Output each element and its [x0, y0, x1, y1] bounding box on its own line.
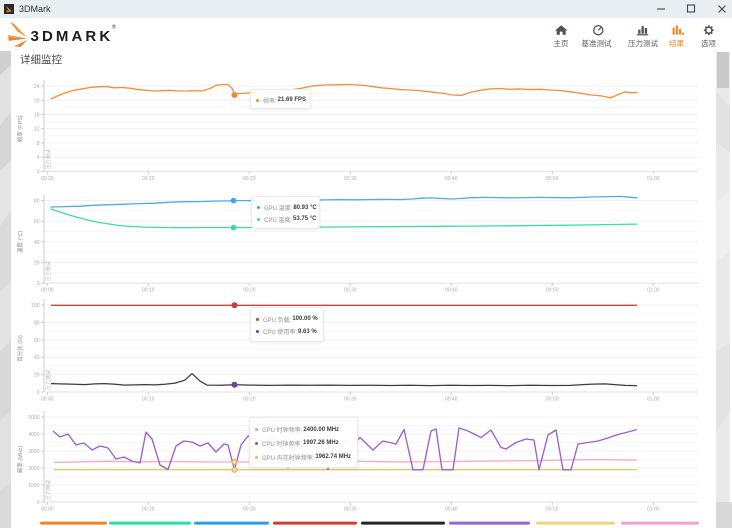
svg-text:60: 60	[34, 338, 40, 344]
svg-text:0: 0	[37, 281, 40, 287]
svg-text:00:30: 00:30	[344, 397, 357, 403]
svg-text:0: 0	[37, 169, 40, 175]
svg-text:00:00: 00:00	[41, 176, 54, 182]
svg-text:00:30: 00:30	[344, 288, 357, 294]
svg-text:4: 4	[37, 155, 40, 161]
svg-text:00:10: 00:10	[142, 176, 155, 182]
svg-text:®: ®	[112, 24, 116, 31]
svg-text:00:10: 00:10	[142, 507, 155, 513]
svg-text:压力测试: 压力测试	[45, 480, 52, 500]
svg-text:压力测试: 压力测试	[45, 370, 52, 390]
svg-text:00:00: 00:00	[41, 288, 54, 294]
svg-text:80: 80	[34, 320, 40, 326]
svg-text:40: 40	[34, 355, 40, 361]
svg-text:00:20: 00:20	[243, 288, 256, 294]
svg-text:00:40: 00:40	[445, 288, 458, 294]
svg-text:20: 20	[34, 260, 40, 266]
svg-text:12: 12	[34, 127, 40, 133]
svg-text:01:00: 01:00	[647, 176, 660, 182]
svg-text:00:30: 00:30	[344, 176, 357, 182]
svg-text:40: 40	[34, 240, 40, 246]
svg-text:8: 8	[37, 141, 40, 147]
svg-text:16: 16	[34, 113, 40, 119]
svg-text:频率 (MHz): 频率 (MHz)	[16, 446, 24, 474]
svg-text:百分比 (%): 百分比 (%)	[16, 335, 24, 362]
svg-text:2000: 2000	[28, 466, 39, 472]
svg-text:3DMARK: 3DMARK	[31, 28, 114, 45]
svg-text:00:20: 00:20	[243, 176, 256, 182]
svg-text:01:00: 01:00	[647, 288, 660, 294]
svg-text:00:20: 00:20	[243, 397, 256, 403]
svg-text:1000: 1000	[28, 483, 39, 489]
svg-text:00:30: 00:30	[344, 507, 357, 513]
svg-text:00:20: 00:20	[243, 507, 256, 513]
svg-text:00:00: 00:00	[41, 507, 54, 513]
svg-text:00:10: 00:10	[142, 288, 155, 294]
svg-text:00:50: 00:50	[546, 507, 559, 513]
svg-text:60: 60	[34, 219, 40, 225]
svg-text:压力测试: 压力测试	[45, 149, 52, 169]
svg-text:0: 0	[37, 390, 40, 396]
svg-text:5000: 5000	[28, 415, 39, 421]
svg-text:24: 24	[34, 84, 40, 90]
svg-text:00:40: 00:40	[445, 507, 458, 513]
svg-text:01:00: 01:00	[647, 397, 660, 403]
svg-text:0: 0	[37, 500, 40, 506]
svg-text:80: 80	[34, 198, 40, 204]
svg-text:温度 (°C): 温度 (°C)	[16, 230, 24, 253]
svg-text:3000: 3000	[28, 449, 39, 455]
svg-text:100: 100	[31, 303, 40, 309]
svg-text:00:50: 00:50	[546, 288, 559, 294]
svg-text:压力测试: 压力测试	[45, 261, 52, 281]
svg-text:4000: 4000	[28, 432, 39, 438]
svg-text:00:50: 00:50	[546, 397, 559, 403]
svg-text:00:40: 00:40	[445, 397, 458, 403]
svg-text:帧率 (FPS): 帧率 (FPS)	[16, 115, 24, 142]
svg-text:01:00: 01:00	[647, 507, 660, 513]
svg-text:20: 20	[34, 373, 40, 379]
svg-text:00:00: 00:00	[41, 397, 54, 403]
svg-text:00:10: 00:10	[142, 397, 155, 403]
svg-text:00:50: 00:50	[546, 176, 559, 182]
svg-text:20: 20	[34, 98, 40, 104]
svg-text:00:40: 00:40	[445, 176, 458, 182]
